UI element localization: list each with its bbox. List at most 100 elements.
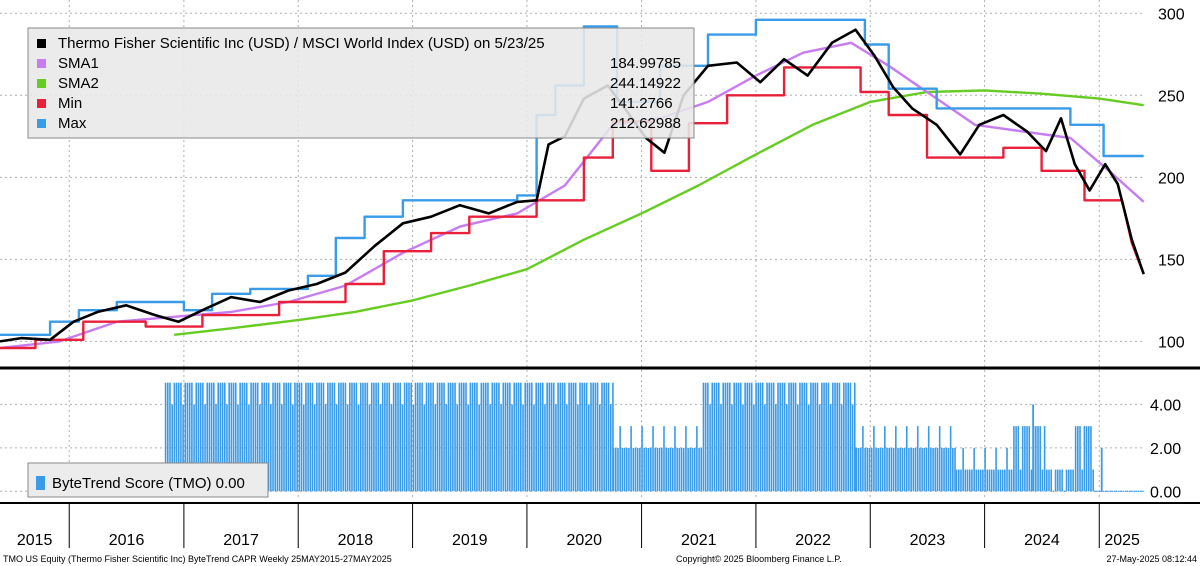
score-bar xyxy=(563,382,566,492)
score-legend-swatch xyxy=(36,476,45,490)
score-bar xyxy=(581,382,584,492)
score-bar xyxy=(259,404,261,492)
score-bar xyxy=(1083,426,1086,492)
score-bar xyxy=(601,382,603,492)
score-bar xyxy=(807,404,810,492)
score-bar xyxy=(401,404,404,492)
score-bar xyxy=(392,382,395,492)
score-bar xyxy=(346,404,349,492)
score-bar xyxy=(1087,426,1090,492)
score-bar xyxy=(696,426,698,492)
score-bar xyxy=(550,382,553,492)
score-bar xyxy=(355,382,358,492)
score-bar xyxy=(916,426,919,492)
score-bar xyxy=(986,469,989,492)
score-bar xyxy=(796,404,799,492)
score-bar xyxy=(208,382,211,492)
score-bar xyxy=(539,382,542,492)
score-bar xyxy=(1090,426,1092,492)
score-bar xyxy=(1037,426,1039,492)
score-bar xyxy=(353,382,355,492)
score-bar xyxy=(810,382,812,492)
score-bar xyxy=(908,447,910,492)
score-bar xyxy=(1137,490,1140,492)
score-bar xyxy=(855,447,858,492)
score-bar xyxy=(348,382,351,492)
score-bar xyxy=(1052,490,1055,492)
score-bar xyxy=(1039,426,1042,492)
score-bar xyxy=(204,404,206,492)
score-bar xyxy=(1061,469,1063,492)
score-bar xyxy=(691,447,694,492)
score-bar xyxy=(654,447,657,492)
legend-value-max: 212.62988 xyxy=(610,115,681,132)
score-bar xyxy=(386,382,388,492)
legend-title: Thermo Fisher Scientific Inc (USD) / MSC… xyxy=(58,35,545,52)
score-bar xyxy=(607,382,610,492)
score-bar xyxy=(502,382,505,492)
score-bar xyxy=(1041,469,1044,492)
score-bar xyxy=(840,404,843,492)
score-bar xyxy=(460,382,463,492)
score-bar xyxy=(707,382,709,492)
score-bar xyxy=(823,382,825,492)
score-bar xyxy=(722,382,724,492)
score-bar xyxy=(445,404,448,492)
score-bar xyxy=(340,382,342,492)
score-bar xyxy=(414,382,417,492)
score-bar xyxy=(630,426,632,492)
score-bar xyxy=(1030,469,1033,492)
score-bar xyxy=(783,382,786,492)
score-bar xyxy=(546,382,548,492)
score-bar xyxy=(682,447,685,492)
score-bar xyxy=(465,382,467,492)
score-bar xyxy=(463,382,465,492)
score-bar xyxy=(952,447,954,492)
year-label: 2018 xyxy=(338,532,374,549)
score-bar xyxy=(715,382,718,492)
score-bar xyxy=(930,447,932,492)
score-bar xyxy=(816,382,819,492)
score-bar xyxy=(962,447,964,492)
score-bar xyxy=(621,447,624,492)
score-bar xyxy=(252,382,255,492)
score-bar xyxy=(1133,490,1136,492)
score-bar xyxy=(932,447,934,492)
score-bar xyxy=(821,382,823,492)
score-bar xyxy=(267,382,270,492)
score-bar xyxy=(555,404,557,492)
score-bar xyxy=(289,382,292,492)
score-bar xyxy=(1017,426,1020,492)
score-bar xyxy=(598,404,601,492)
legend-swatch-max xyxy=(37,119,46,128)
score-bar xyxy=(862,426,864,492)
legend-label-min: Min xyxy=(58,95,82,112)
score-bar xyxy=(999,469,1002,492)
score-bar xyxy=(829,404,832,492)
score-bar xyxy=(594,382,597,492)
score-bar xyxy=(943,447,945,492)
score-bar xyxy=(968,469,971,492)
score-bar xyxy=(294,382,296,492)
score-bar xyxy=(988,469,991,492)
score-bar xyxy=(945,447,948,492)
score-bar xyxy=(825,382,828,492)
score-bar xyxy=(552,382,555,492)
series-line-max xyxy=(0,18,1144,336)
score-bar xyxy=(272,382,274,492)
score-bar xyxy=(1111,490,1114,492)
score-bar xyxy=(853,382,856,492)
score-bar xyxy=(484,382,487,492)
score-bar xyxy=(530,382,533,492)
score-bar xyxy=(905,426,908,492)
score-bar xyxy=(927,426,930,492)
score-bar xyxy=(700,447,703,492)
score-bar xyxy=(305,382,307,492)
legend-value-sma2: 244.14922 xyxy=(610,75,681,92)
score-bar xyxy=(171,404,173,492)
score-bar xyxy=(175,382,178,492)
score-bar xyxy=(892,447,895,492)
score-bar xyxy=(838,382,841,492)
score-bar xyxy=(728,382,731,492)
